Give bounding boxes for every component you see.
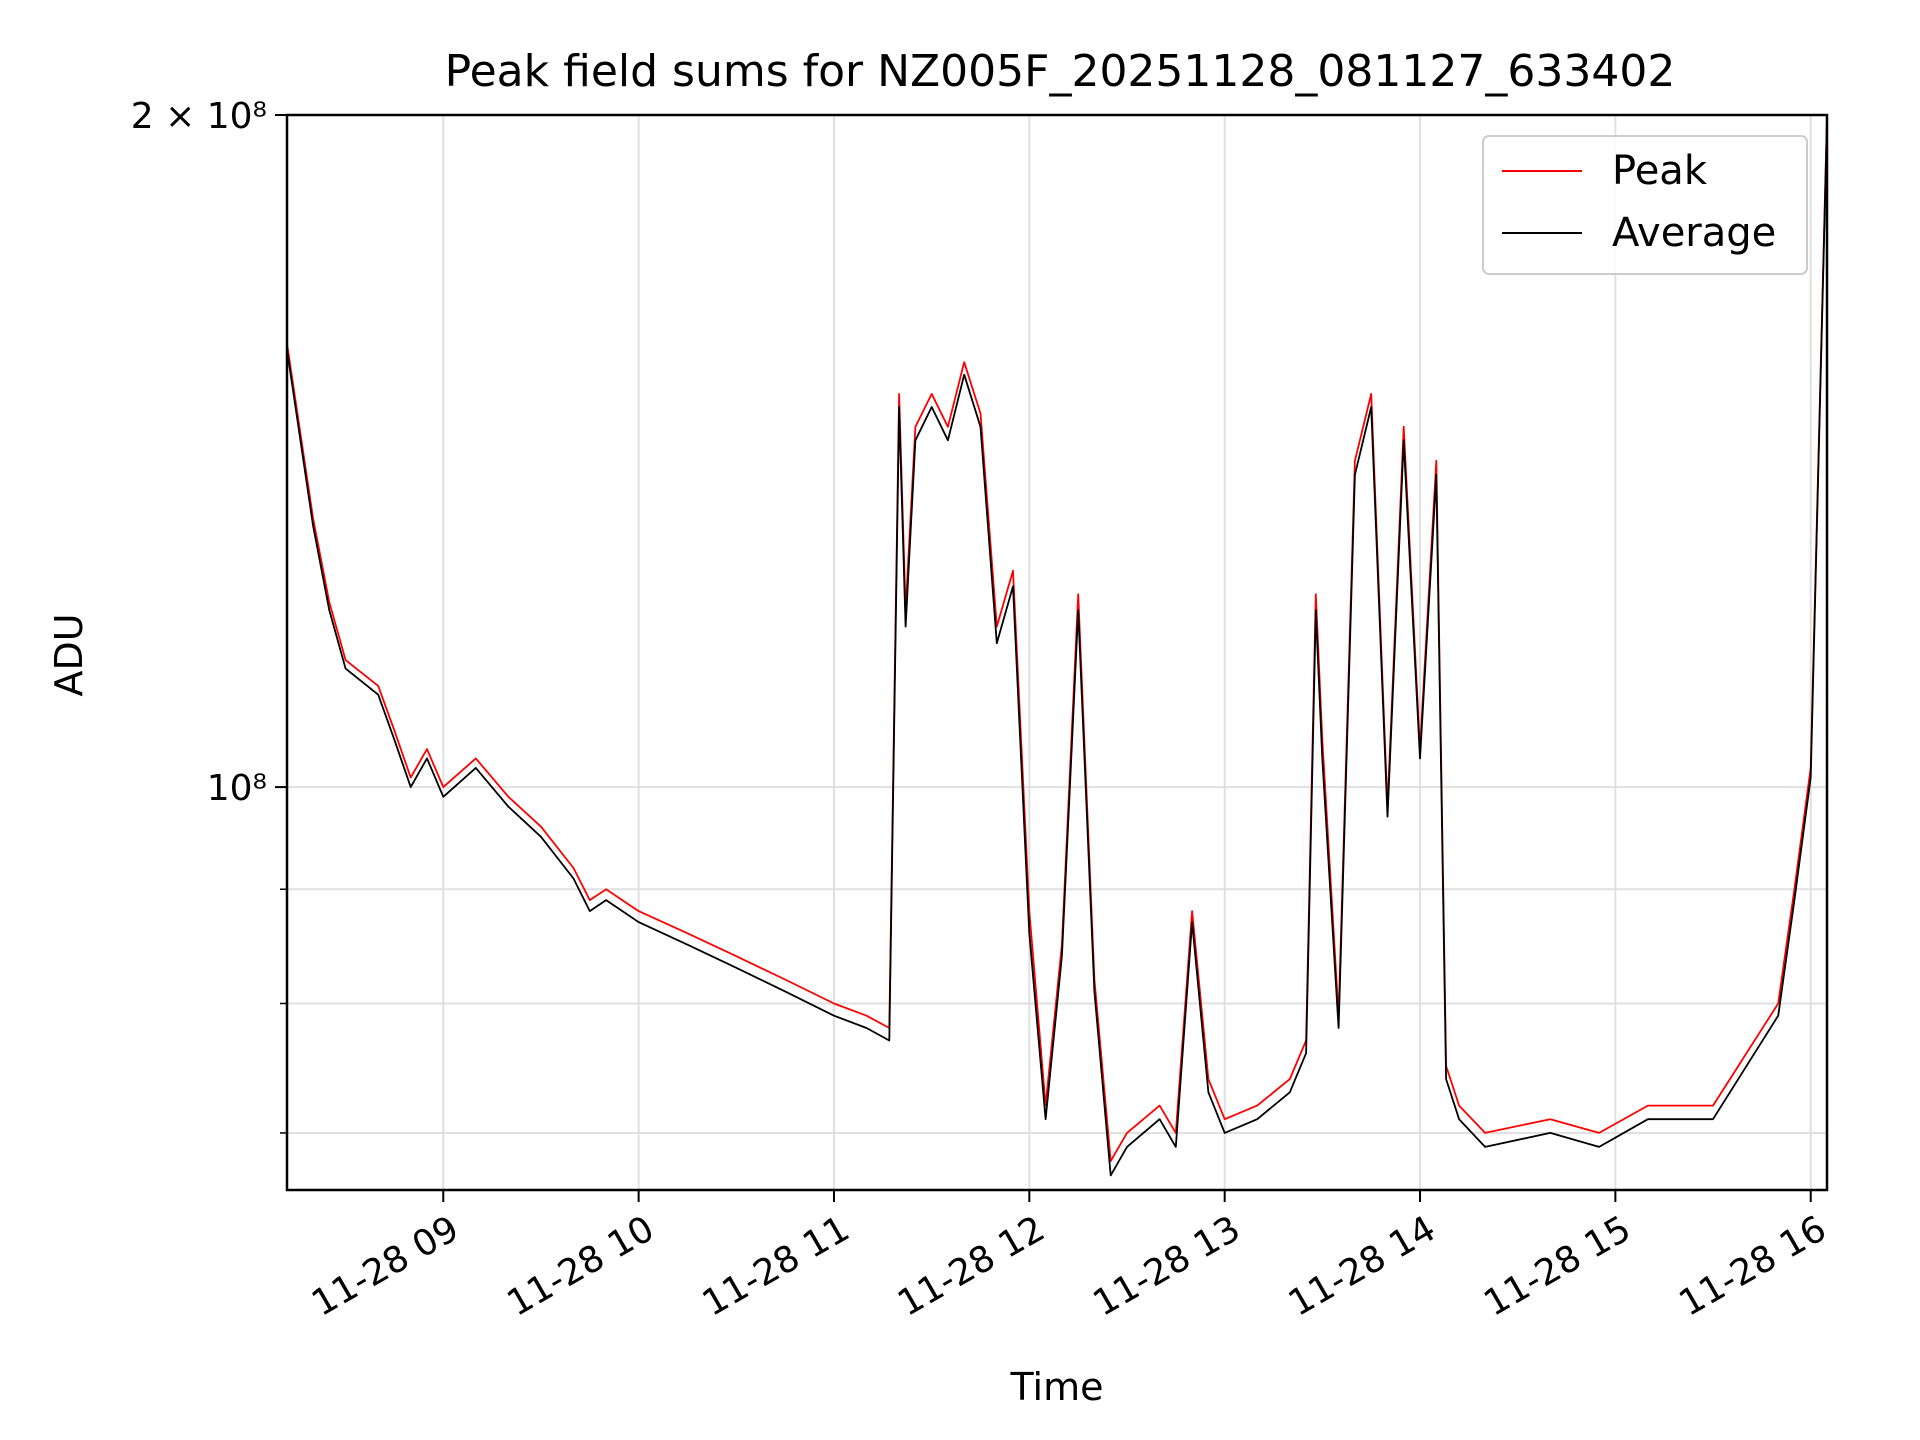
y-axis: 2 × 10⁸ 10⁸ — [131, 96, 287, 1134]
chart-title: Peak field sums for NZ005F_20251128_0811… — [445, 46, 1676, 97]
x-axis-label: Time — [1010, 1365, 1104, 1409]
series-line-average — [286, 119, 1828, 1177]
legend-label-average: Average — [1612, 210, 1776, 256]
plot-frame — [285, 113, 1829, 1192]
plot-lines — [286, 114, 1828, 1177]
legend: Peak Average — [1482, 135, 1808, 275]
y-axis-label: ADU — [47, 613, 91, 696]
y-tick-label: 2 × 10⁸ — [131, 96, 267, 137]
legend-label-peak: Peak — [1612, 148, 1708, 194]
y-tick-label: 10⁸ — [207, 768, 267, 809]
